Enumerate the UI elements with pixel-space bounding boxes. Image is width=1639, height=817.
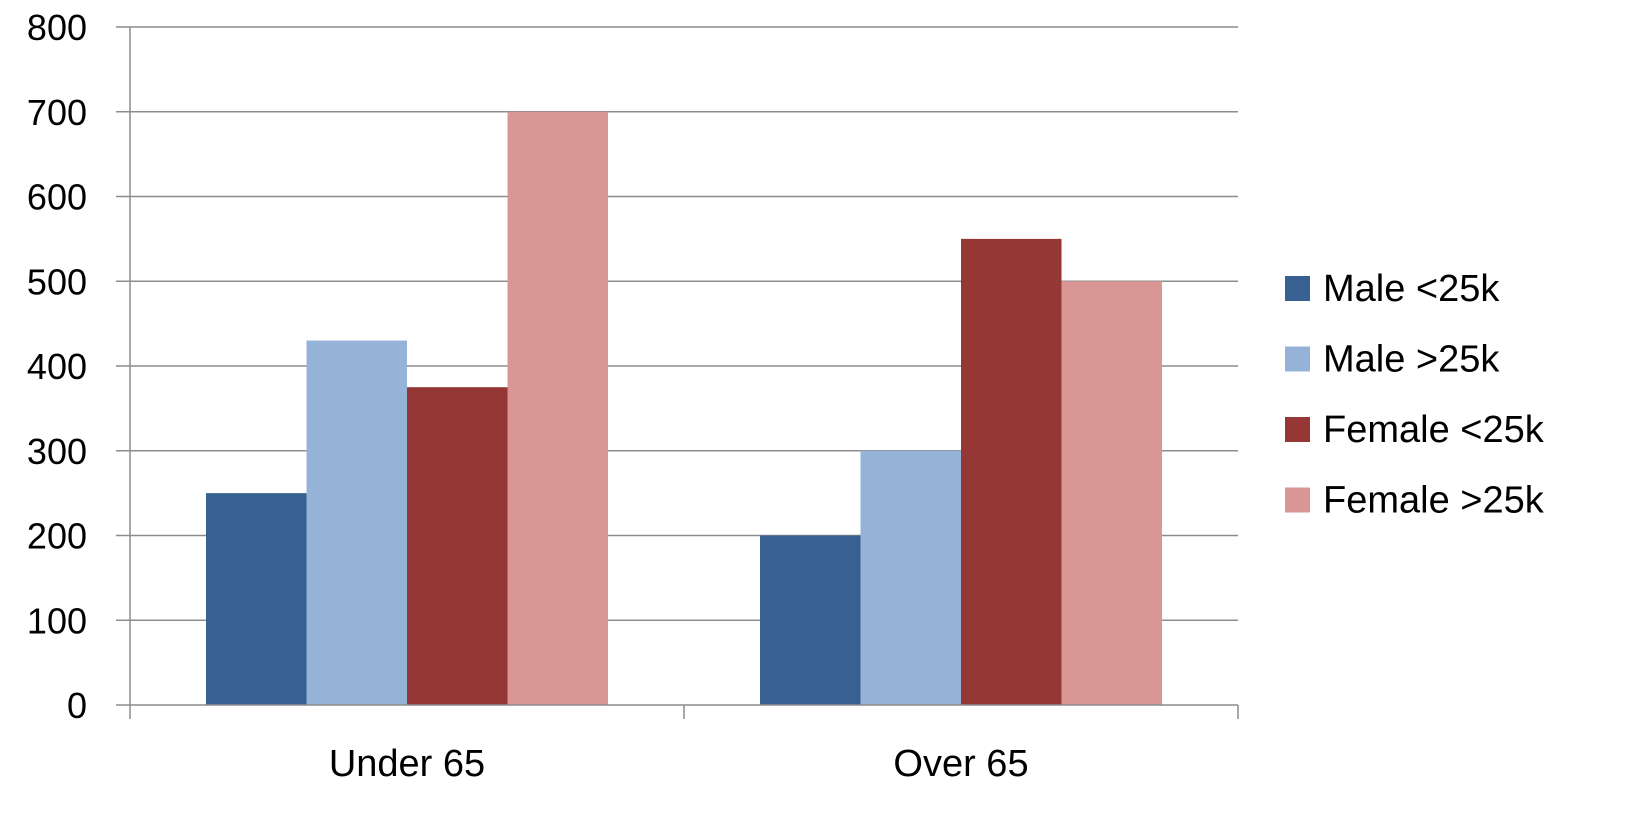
- bar-female-25k-under-65: [407, 387, 508, 705]
- y-tick-label: 500: [27, 261, 87, 302]
- x-category-label: Over 65: [893, 743, 1028, 785]
- y-tick-label: 800: [27, 7, 87, 48]
- axes: [116, 27, 1239, 719]
- x-axis-category-labels: Under 65 Over 65: [329, 743, 1029, 785]
- legend-label: Male >25k: [1323, 339, 1500, 381]
- legend-swatch: [1285, 417, 1310, 442]
- y-tick-label: 100: [27, 600, 87, 641]
- bar-male-25k-under-65: [306, 340, 407, 705]
- bars: [206, 111, 1162, 705]
- legend-swatch: [1285, 487, 1310, 513]
- bar-female-25k-over-65: [1061, 281, 1162, 705]
- y-axis-tick-labels: 0 100 200 300 400 500 600 700 800: [27, 7, 87, 726]
- bar-female-25k-under-65: [507, 111, 608, 705]
- legend-swatch: [1285, 276, 1310, 301]
- legend-label: Female <25k: [1323, 409, 1545, 451]
- bar-female-25k-over-65: [961, 238, 1062, 705]
- legend-label: Male <25k: [1323, 268, 1500, 310]
- y-tick-label: 200: [27, 516, 87, 557]
- bar-male-25k-over-65: [760, 535, 861, 705]
- legend-swatch: [1285, 346, 1310, 372]
- bar-male-25k-over-65: [860, 450, 961, 705]
- y-tick-label: 0: [67, 685, 87, 726]
- bar-male-25k-under-65: [206, 493, 307, 705]
- y-tick-label: 300: [27, 431, 87, 472]
- x-category-label: Under 65: [329, 743, 485, 785]
- legend: Male <25k Male >25k Female <25k Female >25k: [1285, 268, 1545, 522]
- y-tick-label: 700: [27, 92, 87, 133]
- legend-label: Female >25k: [1323, 480, 1545, 522]
- y-tick-label: 600: [27, 177, 87, 218]
- y-tick-label: 400: [27, 346, 87, 387]
